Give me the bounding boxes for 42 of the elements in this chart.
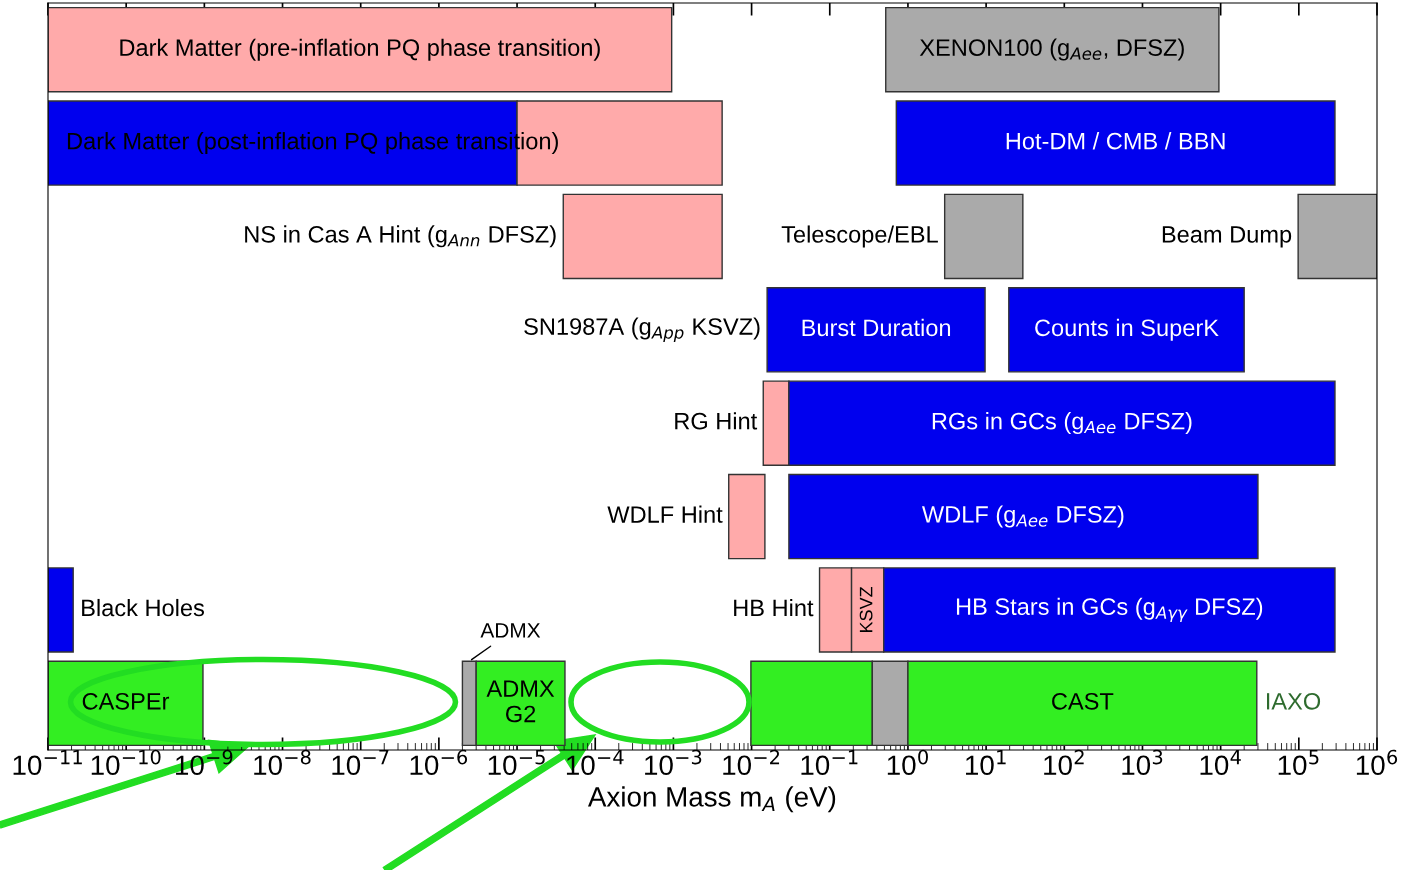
data-label: ADMX G2 (486, 680, 555, 723)
x-tick-label: 10$^{−7}$ (332, 749, 389, 776)
x-tick-label: 10$^{−6}$ (410, 749, 468, 776)
data-label: CAST (1052, 692, 1114, 710)
x-tick-label: 10$^{−2}$ (723, 749, 780, 776)
data-label: Dark Matter (pre-inflation PQ phase transition) (120, 38, 600, 61)
x-tick-label: 10$^{3}$ (1122, 749, 1163, 776)
data-label: NS in Cas A Hint (g$_{Ann}$ DFSZ) (245, 225, 556, 248)
data-label: WDLF (g$_{Aee}$ DFSZ) (921, 505, 1124, 528)
x-tick-label: 10$^{−1}$ (801, 749, 858, 776)
data-label: ADMX (480, 623, 541, 638)
data-label: CASPEr (82, 692, 170, 710)
x-tick-label: 10$^{−3}$ (645, 749, 702, 776)
bar (48, 6, 673, 93)
x-tick-label: 10$^{−5}$ (488, 749, 545, 776)
x-axis-title: Axion Mass m$_{A}$ (eV) (587, 786, 836, 813)
bar (728, 473, 766, 560)
data-label: Telescope/EBL (781, 225, 938, 248)
data-label: HB Stars in GCs (g$_{Aγγ}$ DFSZ) (956, 597, 1263, 623)
data-label: RG Hint (675, 412, 758, 430)
data-label: KSVZ (859, 586, 873, 633)
data-label: Beam Dump (1162, 226, 1292, 248)
annotation: IAXO (1266, 692, 1321, 710)
x-tick-label: 10$^{2}$ (1044, 749, 1084, 776)
data-label: RGs in GCs (g$_{Aee}$ DFSZ) (932, 412, 1192, 435)
x-tick-label: 10$^{−10}$ (91, 749, 161, 776)
x-tick-label: 10$^{0}$ (887, 749, 928, 776)
data-label: XENON100 (g$_{Aee}$, DFSZ) (919, 38, 1184, 61)
x-tick-label: 10$^{6}$ (1356, 749, 1398, 776)
data-label: Counts in SuperK (1035, 318, 1219, 341)
data-label: Black Holes (82, 598, 204, 617)
bar (562, 193, 723, 280)
data-label: Burst Duration (802, 318, 951, 337)
x-tick-label: 10$^{4}$ (1200, 749, 1241, 776)
data-label: Hot-DM / CMB / BBN (1006, 132, 1225, 150)
x-tick-label: 10$^{−11}$ (13, 749, 82, 776)
x-tick-label: 10$^{5}$ (1278, 749, 1319, 776)
data-label: WDLF Hint (607, 505, 723, 523)
x-tick-label: 10$^{−8}$ (254, 749, 311, 776)
x-tick-label: 10$^{1}$ (966, 749, 1006, 776)
annotation: SN1987A (g$_{App}$ KSVZ) (524, 317, 760, 342)
data-label: HB Hint (734, 598, 814, 617)
